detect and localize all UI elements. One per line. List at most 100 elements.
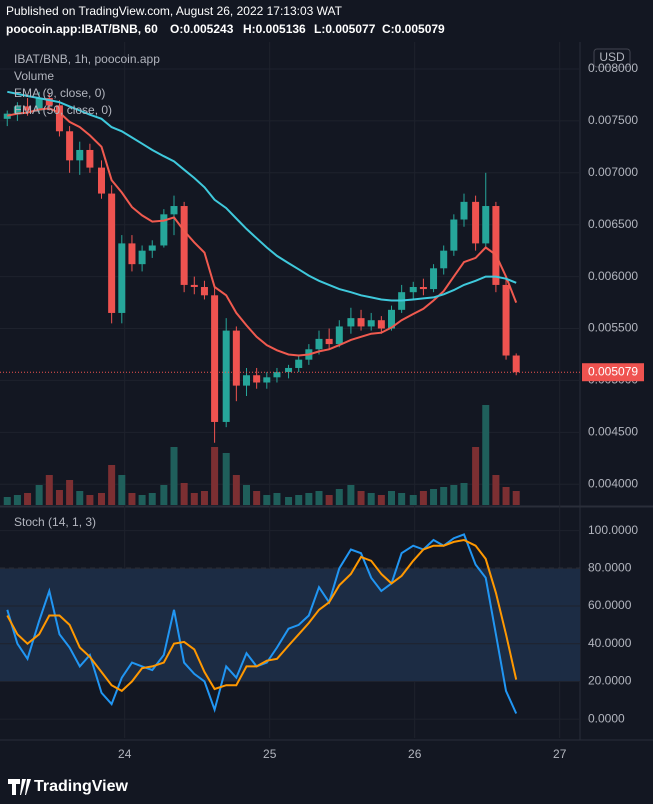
volume-bar <box>86 495 94 505</box>
candle-body <box>409 286 417 293</box>
x-tick-label: 26 <box>408 747 422 761</box>
ema-line <box>7 107 518 357</box>
volume-bar <box>377 495 385 505</box>
volume-bar <box>472 447 480 505</box>
volume-bar <box>190 493 198 505</box>
volume-bar <box>285 497 293 505</box>
volume-bar <box>295 495 303 505</box>
chart-title: IBAT/BNB, 1h, poocoin.app <box>14 52 160 66</box>
x-tick-label: 24 <box>118 747 132 761</box>
candle-body <box>222 330 230 422</box>
candle-body <box>347 318 355 327</box>
candle-body <box>430 268 438 290</box>
volume-bar <box>347 485 355 505</box>
candle-body <box>273 372 281 378</box>
y-tick-label: 40.0000 <box>588 636 632 650</box>
candle-body <box>377 320 385 329</box>
volume-bar <box>388 491 395 505</box>
candle-body <box>45 98 53 106</box>
volume-bar <box>357 491 365 505</box>
volume-bar <box>243 485 250 505</box>
tradingview-logo: TradingView <box>8 778 129 795</box>
y-tick-label: 20.0000 <box>588 674 632 688</box>
y-tick-label: 0.0000 <box>588 711 625 725</box>
volume-bar <box>45 475 53 505</box>
candle-body <box>108 193 116 313</box>
candle-body <box>263 377 271 383</box>
legend-entry: EMA (50, close, 0) <box>14 103 112 117</box>
candle-body <box>285 367 293 373</box>
volume-bar <box>335 489 343 505</box>
volume-bar <box>430 489 438 505</box>
candle-body <box>24 106 32 111</box>
volume-bar <box>98 493 105 505</box>
volume-bar <box>180 483 188 505</box>
candle-body <box>98 167 105 194</box>
y-tick-label: 0.007500 <box>588 113 638 127</box>
currency-button[interactable] <box>593 48 631 68</box>
candle-body <box>357 318 365 327</box>
stoch-line <box>6 538 518 693</box>
volume-bar <box>200 491 208 505</box>
volume-bar <box>3 497 11 505</box>
candle-body <box>35 98 43 111</box>
y-tick-label: 0.004500 <box>588 425 638 439</box>
candle-body <box>315 338 323 350</box>
candle-body <box>450 219 458 251</box>
volume-bar <box>211 447 219 505</box>
candle-body <box>367 320 375 327</box>
y-tick-label: 0.006500 <box>588 217 638 231</box>
candle-body <box>13 106 21 114</box>
volume-bar <box>148 493 156 505</box>
candle-body <box>295 359 303 368</box>
logo-mark <box>8 779 31 795</box>
last-price-label: 0.005079 <box>588 364 638 378</box>
candle-body <box>492 206 500 285</box>
volume-bar <box>305 493 313 505</box>
candle-body <box>180 206 188 285</box>
candle-body <box>160 214 168 246</box>
volume-bar <box>55 490 63 505</box>
logo-text: TradingView <box>34 778 129 795</box>
y-tick-label: 0.008000 <box>588 61 638 75</box>
candle-body <box>253 375 261 383</box>
volume-bar <box>76 491 84 505</box>
volume-bar <box>108 465 116 505</box>
currency-label: USD <box>599 50 625 64</box>
candle-body <box>55 105 63 132</box>
candle-body <box>388 309 395 329</box>
y-tick-label: 0.006000 <box>588 269 638 283</box>
x-tick-label: 27 <box>553 747 567 761</box>
x-tick-label: 25 <box>263 747 277 761</box>
volume-bar <box>263 495 271 505</box>
volume-bar <box>253 491 261 505</box>
candle-body <box>211 295 219 422</box>
ohlc-open: O:0.005243 <box>170 22 234 36</box>
volume-bar <box>450 485 458 505</box>
volume-bar <box>398 493 406 505</box>
volume-bar <box>315 491 323 505</box>
legend-entry: EMA (9, close, 0) <box>14 86 105 100</box>
candle-body <box>76 149 84 161</box>
published-note: Published on TradingView.com, August 26,… <box>6 4 343 18</box>
volume-bar <box>460 483 468 505</box>
volume-bar <box>419 491 427 505</box>
candle-body <box>3 113 11 119</box>
candle-body <box>170 206 178 215</box>
candle-body <box>325 338 333 345</box>
last-price-box <box>582 363 644 382</box>
candle-body <box>148 245 156 251</box>
candle-body <box>138 250 146 265</box>
candle-body <box>460 201 468 220</box>
legend-volume: Volume <box>14 69 54 83</box>
candle-body <box>502 284 510 356</box>
y-tick-label: 100.0000 <box>588 523 638 537</box>
candle-body <box>190 284 198 287</box>
volume-bar <box>273 493 281 505</box>
volume-bar <box>128 493 136 505</box>
volume-bar <box>440 487 448 505</box>
volume-bar <box>232 475 240 505</box>
candle-body <box>482 206 490 244</box>
candle-body <box>232 330 240 386</box>
